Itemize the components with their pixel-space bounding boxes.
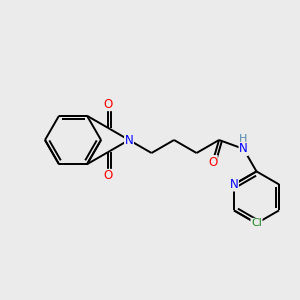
Text: H: H <box>239 134 248 144</box>
Text: O: O <box>103 169 112 182</box>
Text: N: N <box>239 142 248 155</box>
Text: Cl: Cl <box>251 218 262 228</box>
Text: O: O <box>208 156 217 169</box>
Text: N: N <box>230 178 238 191</box>
Text: O: O <box>103 98 112 111</box>
Text: N: N <box>124 134 134 146</box>
